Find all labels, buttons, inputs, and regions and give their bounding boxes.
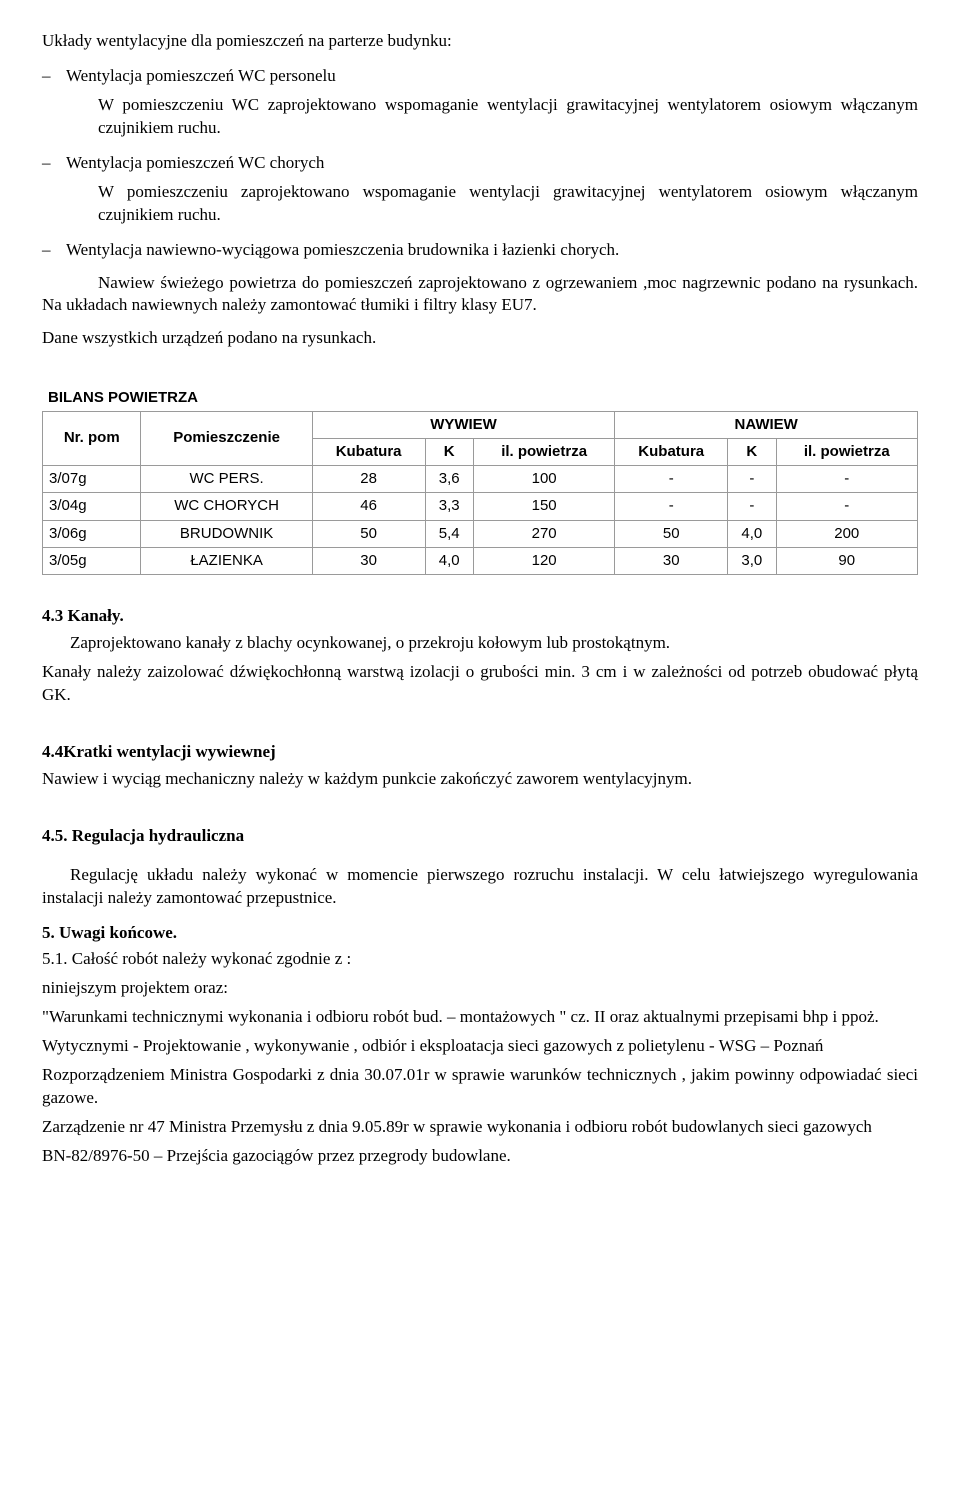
section-5-l5: Rozporządzeniem Ministra Gospodarki z dn… <box>42 1064 918 1110</box>
table-cell: 3/06g <box>43 520 141 547</box>
list-item-3-body2: Dane wszystkich urządzeń podano na rysun… <box>42 327 918 350</box>
bilans-table: Nr. pom Pomieszczenie WYWIEW NAWIEW Kuba… <box>42 411 918 576</box>
table-cell: 3/07g <box>43 466 141 493</box>
table-cell: 3/05g <box>43 547 141 574</box>
list-item-1-body: W pomieszczeniu WC zaprojektowano wspoma… <box>98 94 918 140</box>
th-nawiew: NAWIEW <box>615 411 918 438</box>
th-w-kubatura: Kubatura <box>312 438 425 465</box>
intro-line: Układy wentylacyjne dla pomieszczeń na p… <box>42 30 918 53</box>
table-cell: 150 <box>473 493 614 520</box>
dash-icon: – <box>42 239 66 262</box>
table-cell: - <box>776 466 917 493</box>
section-4-3-head: 4.3 Kanały. <box>42 605 918 628</box>
th-n-kubatura: Kubatura <box>615 438 728 465</box>
table-cell: 30 <box>615 547 728 574</box>
section-4-3-p2: Kanały należy zaizolować dźwiękochłonną … <box>42 661 918 707</box>
table-row: 3/07gWC PERS.283,6100--- <box>43 466 918 493</box>
th-nrpom: Nr. pom <box>43 411 141 466</box>
list-item-3-body1: Nawiew świeżego powietrza do pomieszczeń… <box>42 272 918 318</box>
table-cell: 270 <box>473 520 614 547</box>
th-n-k: K <box>728 438 776 465</box>
table-title: BILANS POWIETRZA <box>48 388 918 408</box>
th-pomieszczenie: Pomieszczenie <box>141 411 312 466</box>
section-4-4-head: 4.4Kratki wentylacji wywiewnej <box>42 741 918 764</box>
section-5-l7: BN-82/8976-50 – Przejścia gazociągów prz… <box>42 1145 918 1168</box>
section-5-l3: "Warunkami technicznymi wykonania i odbi… <box>42 1006 918 1029</box>
table-cell: 4,0 <box>425 547 473 574</box>
section-4-5-p1: Regulację układu należy wykonać w momenc… <box>42 864 918 910</box>
table-cell: ŁAZIENKA <box>141 547 312 574</box>
table-cell: 3,3 <box>425 493 473 520</box>
table-cell: 50 <box>615 520 728 547</box>
table-row: 3/04gWC CHORYCH463,3150--- <box>43 493 918 520</box>
table-cell: - <box>615 493 728 520</box>
table-cell: - <box>776 493 917 520</box>
section-5-l1: 5.1. Całość robót należy wykonać zgodnie… <box>42 948 918 971</box>
table-cell: - <box>615 466 728 493</box>
table-cell: - <box>728 493 776 520</box>
section-5-head: 5. Uwagi końcowe. <box>42 922 918 945</box>
section-4-4-p1: Nawiew i wyciąg mechaniczny należy w każ… <box>42 768 918 791</box>
table-row: 3/06gBRUDOWNIK505,4270504,0200 <box>43 520 918 547</box>
list-item-2-title: Wentylacja pomieszczeń WC chorych <box>66 152 324 175</box>
table-cell: 4,0 <box>728 520 776 547</box>
table-cell: - <box>728 466 776 493</box>
table-cell: 50 <box>312 520 425 547</box>
section-5-l2: niniejszym projektem oraz: <box>42 977 918 1000</box>
table-row: 3/05gŁAZIENKA304,0120303,090 <box>43 547 918 574</box>
table-cell: 5,4 <box>425 520 473 547</box>
section-5-l6: Zarządzenie nr 47 Ministra Przemysłu z d… <box>42 1116 918 1139</box>
table-cell: 120 <box>473 547 614 574</box>
table-cell: 100 <box>473 466 614 493</box>
table-cell: 28 <box>312 466 425 493</box>
list-item-2-body: W pomieszczeniu zaprojektowano wspomagan… <box>98 181 918 227</box>
section-4-5-head: 4.5. Regulacja hydrauliczna <box>42 825 918 848</box>
section-5-l4: Wytycznymi - Projektowanie , wykonywanie… <box>42 1035 918 1058</box>
th-w-ilpow: il. powietrza <box>473 438 614 465</box>
table-cell: 3/04g <box>43 493 141 520</box>
table-cell: 200 <box>776 520 917 547</box>
table-cell: WC PERS. <box>141 466 312 493</box>
bilans-table-block: BILANS POWIETRZA Nr. pom Pomieszczenie W… <box>42 388 918 575</box>
table-cell: WC CHORYCH <box>141 493 312 520</box>
list-item-3-title: Wentylacja nawiewno-wyciągowa pomieszcze… <box>66 239 619 262</box>
list-item-1: – Wentylacja pomieszczeń WC personelu <box>42 65 918 88</box>
table-cell: 46 <box>312 493 425 520</box>
dash-icon: – <box>42 152 66 175</box>
th-n-ilpow: il. powietrza <box>776 438 917 465</box>
table-cell: 3,0 <box>728 547 776 574</box>
table-cell: 30 <box>312 547 425 574</box>
dash-icon: – <box>42 65 66 88</box>
table-cell: BRUDOWNIK <box>141 520 312 547</box>
list-item-3: – Wentylacja nawiewno-wyciągowa pomieszc… <box>42 239 918 262</box>
list-item-2: – Wentylacja pomieszczeń WC chorych <box>42 152 918 175</box>
table-cell: 90 <box>776 547 917 574</box>
table-header-row-1: Nr. pom Pomieszczenie WYWIEW NAWIEW <box>43 411 918 438</box>
section-4-3-p1: Zaprojektowano kanały z blachy ocynkowan… <box>42 632 918 655</box>
th-wywiew: WYWIEW <box>312 411 615 438</box>
table-cell: 3,6 <box>425 466 473 493</box>
list-item-1-title: Wentylacja pomieszczeń WC personelu <box>66 65 336 88</box>
th-w-k: K <box>425 438 473 465</box>
